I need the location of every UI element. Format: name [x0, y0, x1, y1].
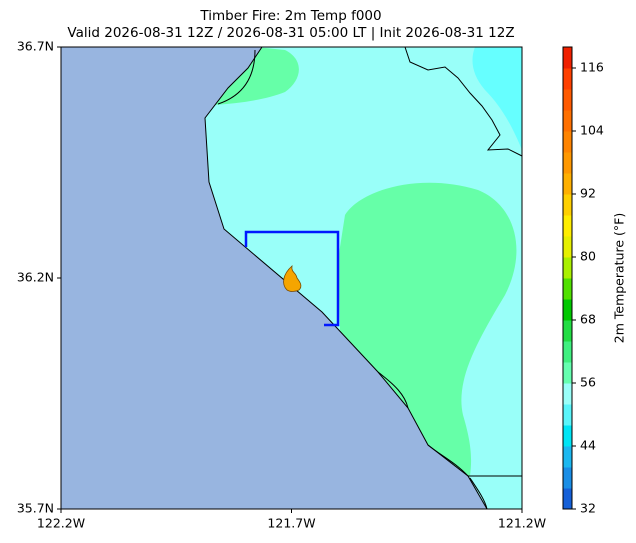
colorbar-tick-label: 44 [580, 438, 596, 453]
colorbar-band [563, 257, 572, 279]
colorbar-band [563, 320, 572, 342]
colorbar-band [563, 425, 572, 447]
x-tick-label: 121.2W [498, 516, 546, 531]
y-tick-label: 36.2N [17, 270, 54, 285]
colorbar-band [563, 110, 572, 132]
cool-area [472, 47, 522, 150]
colorbar-tick-label: 32 [580, 501, 596, 516]
colorbar-band [563, 47, 572, 69]
colorbar-band [563, 131, 572, 153]
colorbar-band [563, 299, 572, 321]
colorbar-band [563, 173, 572, 195]
green-area [215, 47, 299, 105]
colorbar-tick-label: 80 [580, 249, 596, 264]
colorbar-band [563, 194, 572, 216]
colorbar-band [563, 215, 572, 237]
fire-icon [283, 264, 302, 292]
colorbar-band [563, 89, 572, 111]
x-tick-label: 122.2W [37, 516, 85, 531]
x-tick-label: 121.7W [267, 516, 315, 531]
map [60, 46, 523, 510]
colorbar-band [563, 362, 572, 384]
colorbar-band [563, 488, 572, 510]
ocean [61, 47, 487, 509]
colorbar-label: 2m Temperature (°F) [612, 213, 627, 343]
colorbar-band [563, 278, 572, 300]
colorbar-band [563, 467, 572, 489]
colorbar-tick-label: 56 [580, 375, 596, 390]
title: Timber Fire: 2m Temp f000 [199, 8, 381, 24]
colorbar-band [563, 404, 572, 426]
colorbar-band [563, 341, 572, 363]
colorbar-frame [562, 46, 573, 510]
colorbar-tick-label: 92 [580, 186, 596, 201]
colorbar-tick-label: 116 [580, 60, 604, 75]
subtitle: Valid 2026-08-31 12Z / 2026-08-31 05:00 … [67, 25, 514, 41]
border [217, 49, 522, 510]
colorbar-tick-label: 104 [580, 123, 604, 138]
fire-domain-box [244, 230, 340, 327]
colorbar-band [563, 236, 572, 258]
y-tick-label: 35.7N [17, 501, 54, 516]
colorbar-band [563, 383, 572, 405]
y-tick-label: 36.7N [17, 39, 54, 54]
border [404, 46, 523, 157]
colorbar-band [563, 68, 572, 90]
colorbar-tick-label: 68 [580, 312, 596, 327]
colorbar-band [563, 446, 572, 468]
colorbar-band [563, 152, 572, 174]
